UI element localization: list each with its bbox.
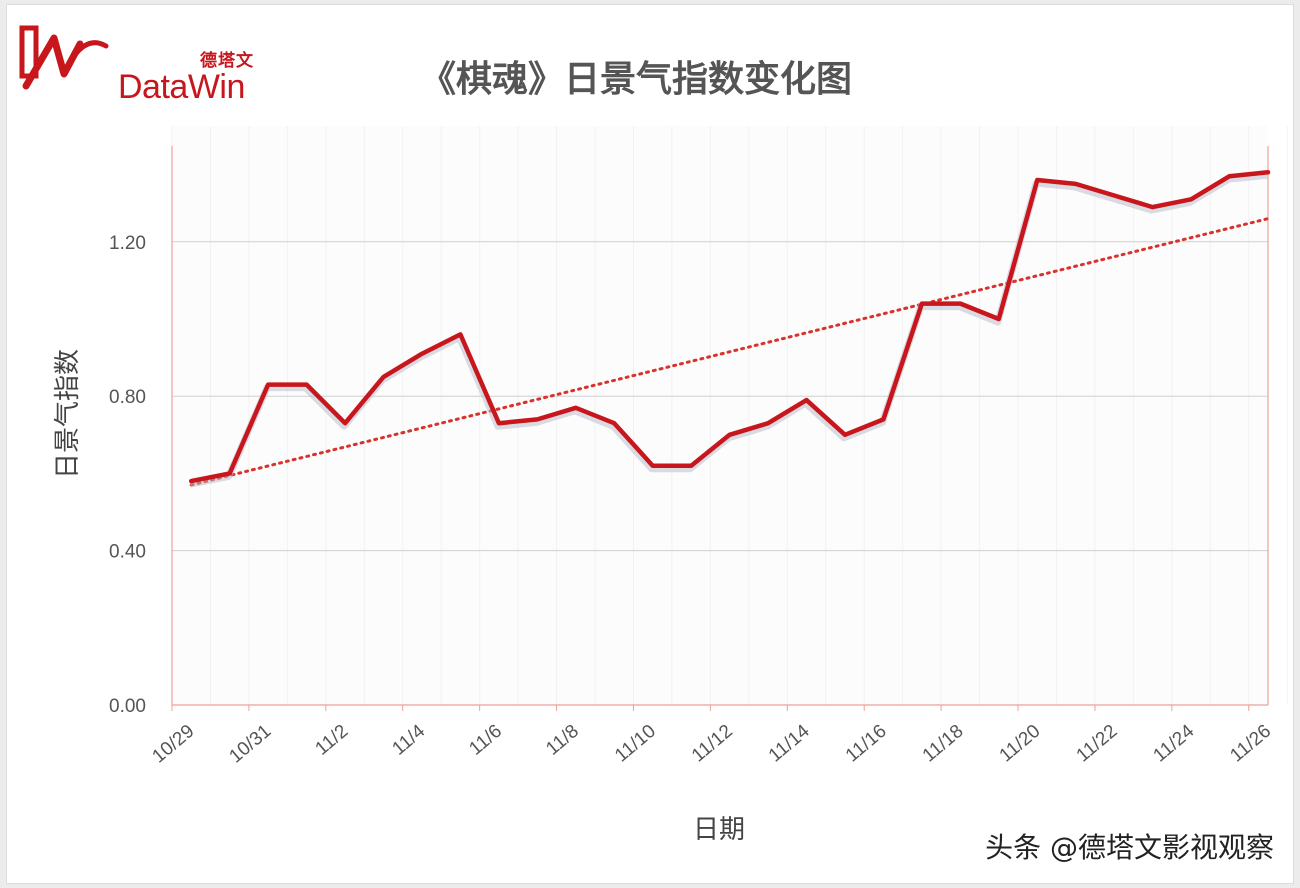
x-tick-label: 11/24: [1149, 720, 1198, 766]
brand-name-en: DataWin: [118, 68, 245, 106]
y-tick-label: 1.20: [109, 233, 146, 254]
x-tick-label: 10/29: [149, 721, 199, 768]
x-tick-labels: 10/29 10/31 11/2 11/4 11/6 11/8 11/10 11/12 11/1…: [149, 720, 1276, 767]
x-tick-label: 10/31: [225, 721, 275, 768]
x-tick-label: 11/16: [842, 721, 891, 767]
y-tick-label: 0.00: [109, 696, 146, 717]
x-tick-label: 11/26: [1226, 721, 1275, 767]
y-tick-label: 0.40: [109, 542, 146, 563]
x-tick-label: 11/20: [996, 721, 1045, 767]
x-tick-label: 11/22: [1073, 721, 1122, 767]
x-tick-label: 11/18: [919, 721, 968, 767]
brand-logo: 德塔文 DataWin: [14, 16, 254, 106]
brand-name-cn: 德塔文: [200, 51, 254, 71]
chart-title: 《棋魂》日景气指数变化图: [420, 59, 853, 100]
x-tick-label: 11/4: [388, 720, 429, 759]
x-tick-label: 11/10: [611, 721, 660, 767]
axes: [171, 146, 1269, 711]
x-tick-label: 11/8: [542, 721, 583, 760]
x-tick-label: 11/12: [688, 721, 737, 767]
x-tick-label: 11/14: [765, 720, 814, 766]
x-tick-label: 11/2: [312, 721, 353, 760]
y-tick-labels: 0.00 0.40 0.80 1.20: [109, 233, 146, 717]
y-axis-title: 日景气指数: [53, 349, 83, 479]
series: [188, 170, 1271, 488]
trendline: [189, 217, 1270, 487]
series-line: [188, 170, 1271, 484]
y-tick-label: 0.80: [109, 387, 146, 408]
datawin-logo-icon: [19, 25, 109, 90]
x-axis-title: 日期: [693, 815, 745, 845]
watermark: 头条 @德塔文影视观察: [985, 831, 1274, 864]
x-tick-label: 11/6: [465, 721, 506, 760]
trendline-path: [189, 217, 1270, 487]
